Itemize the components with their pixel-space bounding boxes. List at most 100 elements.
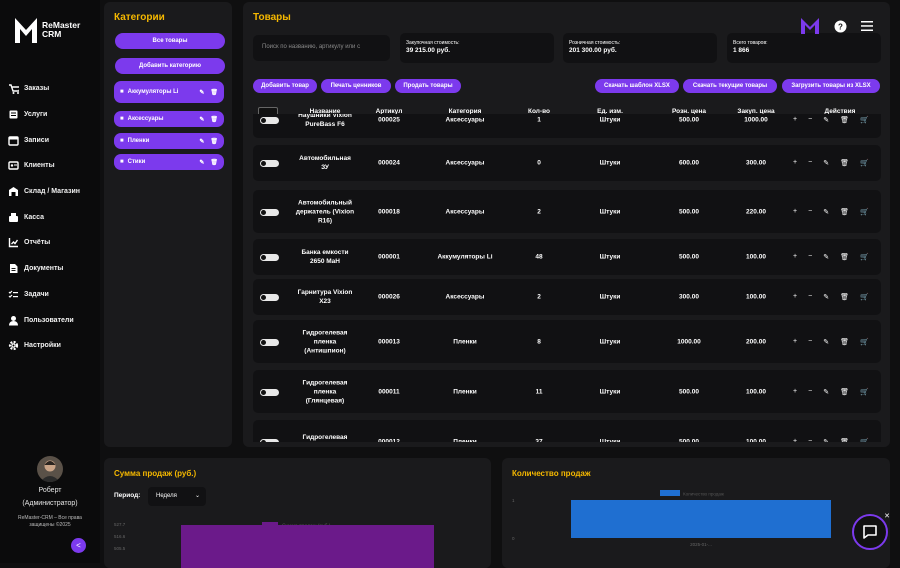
upload-xlsx-button[interactable]: Загрузить товары из XLSX xyxy=(782,79,880,93)
edit-icon[interactable]: ✎ xyxy=(823,338,830,346)
decrease-icon[interactable]: − xyxy=(808,207,813,215)
nav-item-5[interactable]: Касса xyxy=(8,204,98,230)
increase-icon[interactable]: + xyxy=(793,387,798,395)
edit-icon[interactable]: ✎ xyxy=(823,117,830,124)
increase-icon[interactable]: + xyxy=(793,116,798,123)
cart-icon[interactable]: 🛒 xyxy=(859,160,869,167)
edit-icon[interactable]: ✎ xyxy=(199,89,205,96)
table-row[interactable]: Гарнитура Vixion X23 000026 Аксессуары 2 Шту… xyxy=(253,279,881,315)
edit-icon[interactable]: ✎ xyxy=(823,438,830,443)
delete-icon[interactable]: 🗑 xyxy=(840,208,849,216)
delete-icon[interactable]: 🗑 xyxy=(210,116,218,123)
select-toggle[interactable] xyxy=(260,294,279,301)
decrease-icon[interactable]: − xyxy=(808,116,813,123)
search-input[interactable]: Поиск по названию, артикулу или с xyxy=(253,35,390,61)
select-toggle[interactable] xyxy=(260,160,279,167)
delete-icon[interactable]: 🗑 xyxy=(840,160,849,167)
nav-item-4[interactable]: Склад / Магазин xyxy=(8,179,98,205)
table-row[interactable]: Гидрогелевая пленка (Антишпион) 000013 Пле… xyxy=(253,320,881,363)
nav-item-1[interactable]: Услуги xyxy=(8,102,98,128)
nav-item-10[interactable]: Настройки xyxy=(8,333,98,359)
nav-item-0[interactable]: Заказы xyxy=(8,76,98,102)
edit-icon[interactable]: ✎ xyxy=(823,294,830,301)
nav-item-3[interactable]: Клиенты xyxy=(8,153,98,179)
download-template-button[interactable]: Скачать шаблон XLSX xyxy=(595,79,679,93)
decrease-icon[interactable]: − xyxy=(808,337,813,345)
col-unit[interactable]: Ед. изм. xyxy=(597,108,623,115)
cart-icon[interactable]: 🛒 xyxy=(859,117,869,124)
brand-logo-icon[interactable] xyxy=(800,17,820,35)
col-retail[interactable]: Розн. цена xyxy=(672,108,706,115)
nav-item-8[interactable]: Задачи xyxy=(8,282,98,308)
col-sku[interactable]: Артикул xyxy=(375,108,403,115)
edit-icon[interactable]: ✎ xyxy=(823,160,830,167)
delete-icon[interactable]: 🗑 xyxy=(840,254,849,261)
select-toggle[interactable] xyxy=(260,208,279,216)
table-row[interactable]: Автомобильный держатель (Vixion R16) 0000… xyxy=(253,190,881,233)
select-toggle[interactable] xyxy=(260,338,279,346)
increase-icon[interactable]: + xyxy=(793,293,798,300)
col-qty[interactable]: Кол-во xyxy=(528,108,550,115)
edit-icon[interactable]: ✎ xyxy=(199,159,205,166)
menu-icon[interactable] xyxy=(861,21,873,31)
decrease-icon[interactable]: − xyxy=(808,437,813,443)
nav-item-9[interactable]: Пользователи xyxy=(8,307,98,333)
cart-icon[interactable]: 🛒 xyxy=(859,294,869,301)
all-goods-button[interactable]: Все товары xyxy=(115,33,225,49)
increase-icon[interactable]: + xyxy=(793,253,798,260)
sell-products-button[interactable]: Продать товары xyxy=(395,79,461,93)
decrease-icon[interactable]: − xyxy=(808,159,813,166)
add-category-button[interactable]: Добавить категорию xyxy=(115,58,225,74)
cart-icon[interactable]: 🛒 xyxy=(859,208,869,216)
delete-icon[interactable]: 🗑 xyxy=(840,438,849,443)
decrease-icon[interactable]: − xyxy=(808,387,813,395)
cart-icon[interactable]: 🛒 xyxy=(859,388,869,396)
avatar[interactable] xyxy=(37,456,63,482)
delete-icon[interactable]: 🗑 xyxy=(210,89,218,96)
download-current-button[interactable]: Скачать текущие товары xyxy=(683,79,777,93)
add-product-button[interactable]: Добавить товар xyxy=(253,79,317,93)
table-row[interactable]: Гидрогелевая пленка (Глянцевая) 000011 Пле… xyxy=(253,370,881,413)
increase-icon[interactable]: + xyxy=(793,437,798,443)
category-item[interactable]: ■ Аксессуары ✎ 🗑 xyxy=(114,111,224,127)
close-icon[interactable]: ✕ xyxy=(884,513,890,520)
table-row[interactable]: Наушники Vixion PureBass F6 000025 Аксессу… xyxy=(253,114,881,138)
cart-icon[interactable]: 🛒 xyxy=(859,338,869,346)
cart-icon[interactable]: 🛒 xyxy=(859,438,869,443)
period-select[interactable]: Неделя ⌄ xyxy=(148,487,206,506)
select-toggle[interactable] xyxy=(260,254,279,261)
category-item[interactable]: ■ Пленки ✎ 🗑 xyxy=(114,133,224,149)
nav-item-6[interactable]: Отчёты xyxy=(8,230,98,256)
nav-item-2[interactable]: Записи xyxy=(8,127,98,153)
edit-icon[interactable]: ✎ xyxy=(823,388,830,396)
delete-icon[interactable]: 🗑 xyxy=(840,117,849,124)
help-icon[interactable]: ? xyxy=(834,20,847,33)
collapse-sidebar-button[interactable]: < xyxy=(71,538,86,553)
col-cost[interactable]: Закуп. цена xyxy=(737,108,775,115)
delete-icon[interactable]: 🗑 xyxy=(840,338,849,346)
delete-icon[interactable]: 🗑 xyxy=(210,159,218,166)
delete-icon[interactable]: 🗑 xyxy=(840,294,849,301)
category-item[interactable]: ■ Стики ✎ 🗑 xyxy=(114,154,224,170)
col-category[interactable]: Категория xyxy=(448,108,482,115)
category-item[interactable]: ■ Аккумуляторы Li ✎ 🗑 xyxy=(114,81,224,103)
edit-icon[interactable]: ✎ xyxy=(823,208,830,216)
edit-icon[interactable]: ✎ xyxy=(199,138,205,145)
table-row[interactable]: Гидрогелевая пленка (Матовая) 000012 Пленк… xyxy=(253,420,881,442)
nav-item-7[interactable]: Документы xyxy=(8,256,98,282)
decrease-icon[interactable]: − xyxy=(808,293,813,300)
increase-icon[interactable]: + xyxy=(793,207,798,215)
cart-icon[interactable]: 🛒 xyxy=(859,254,869,261)
decrease-icon[interactable]: − xyxy=(808,253,813,260)
increase-icon[interactable]: + xyxy=(793,337,798,345)
delete-icon[interactable]: 🗑 xyxy=(210,138,218,145)
select-toggle[interactable] xyxy=(260,438,279,442)
edit-icon[interactable]: ✎ xyxy=(823,254,830,261)
select-toggle[interactable] xyxy=(260,117,279,124)
print-tags-button[interactable]: Печать ценников xyxy=(321,79,391,93)
app-logo[interactable]: ReMaster CRM xyxy=(14,16,80,44)
select-toggle[interactable] xyxy=(260,388,279,396)
chat-button[interactable]: ✕ xyxy=(852,513,890,550)
delete-icon[interactable]: 🗑 xyxy=(840,388,849,396)
increase-icon[interactable]: + xyxy=(793,159,798,166)
